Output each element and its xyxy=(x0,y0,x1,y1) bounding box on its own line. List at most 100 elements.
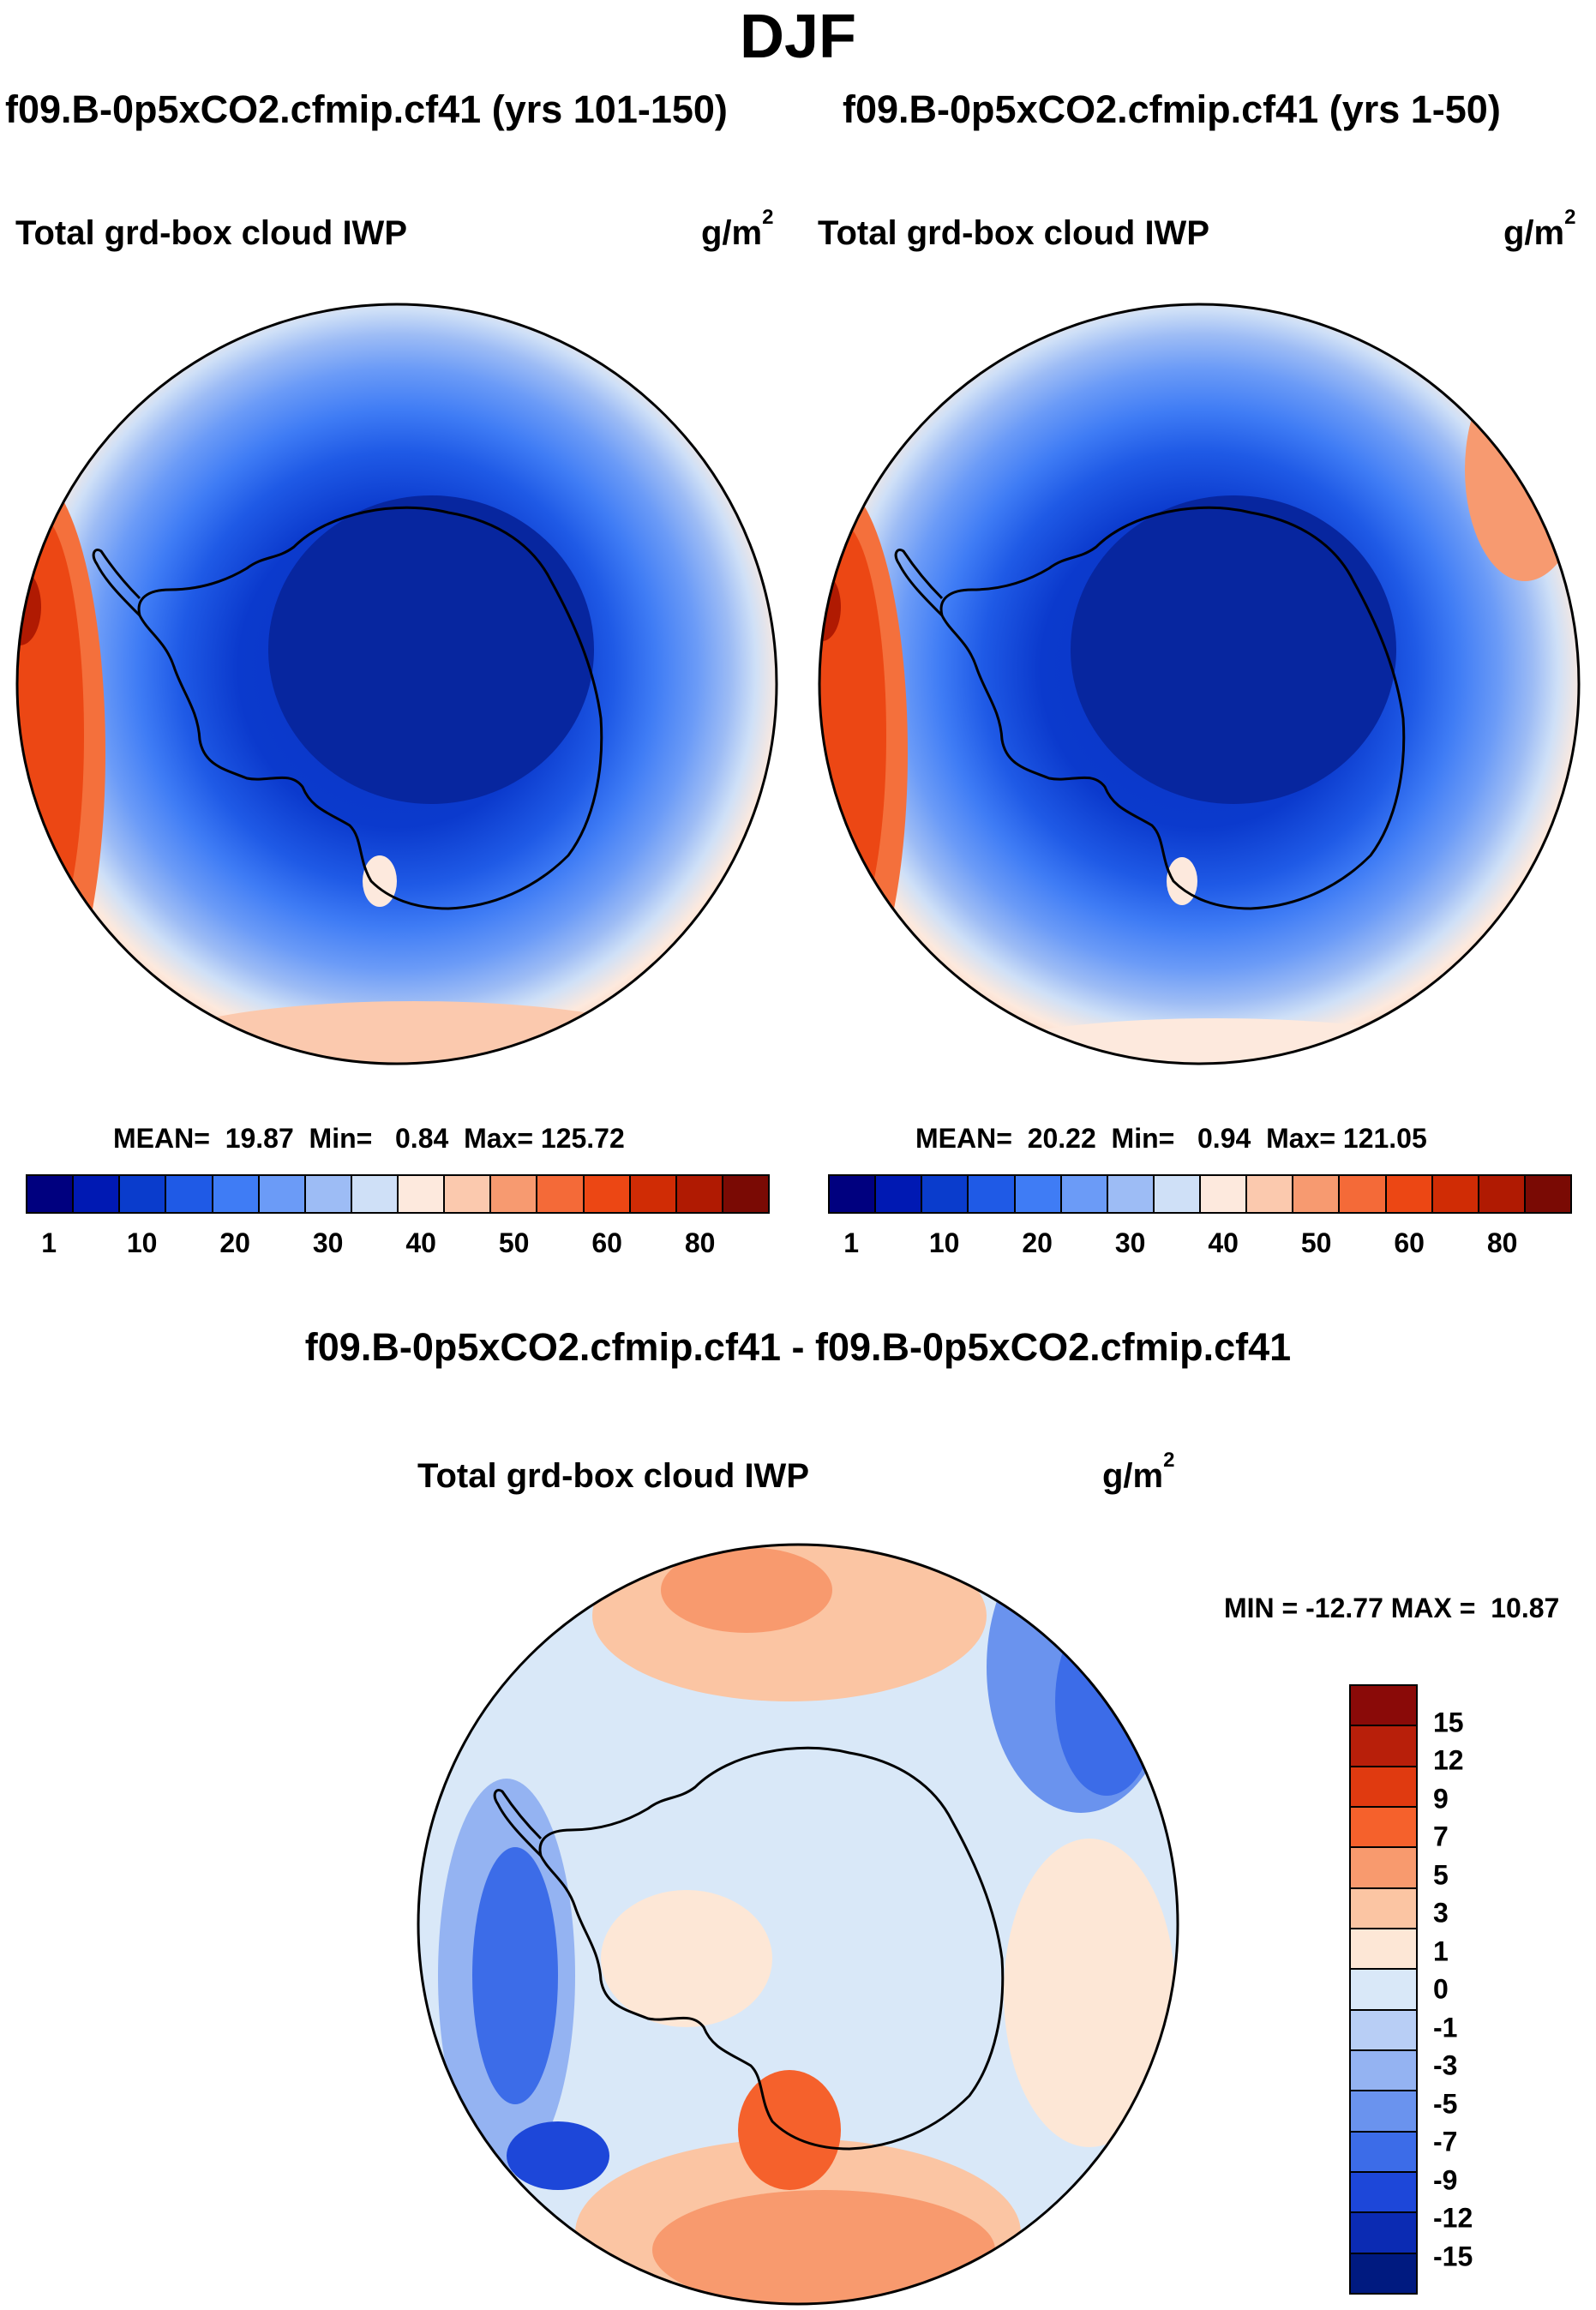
panel2-colorbar-swatch xyxy=(1340,1176,1387,1212)
difference-colorbar-swatch xyxy=(1351,2132,1416,2173)
panel2-colorbar-swatch xyxy=(1201,1176,1248,1212)
panel1-colorbar-swatch xyxy=(166,1176,213,1212)
panel1-colorbar-swatch xyxy=(723,1176,768,1212)
difference-colorbar-tick-label: 3 xyxy=(1433,1897,1449,1929)
difference-colorbar-swatch xyxy=(1351,1929,1416,1971)
panel2-max: Max= 121.05 xyxy=(1266,1123,1427,1154)
difference-colorbar-swatch xyxy=(1351,1970,1416,2011)
panel1-colorbar-swatch xyxy=(584,1176,631,1212)
difference-map xyxy=(417,1543,1179,2306)
difference-title: f09.B-0p5xCO2.cfmip.cf41 - f09.B-0p5xCO2… xyxy=(304,1325,1292,1369)
panel2-colorbar-tick-label: 80 xyxy=(1486,1227,1518,1258)
panel2-min: Min= 0.94 xyxy=(1111,1123,1251,1154)
panel2-colorbar-swatch xyxy=(876,1176,923,1212)
panel2-colorbar xyxy=(828,1174,1572,1214)
panel2-map xyxy=(818,303,1581,1065)
difference-colorbar-swatch xyxy=(1351,1726,1416,1767)
difference-colorbar-swatch xyxy=(1351,2010,1416,2051)
panel1-colorbar-tick-label: 50 xyxy=(498,1227,530,1258)
panel1-colorbar-tick-label: 1 xyxy=(41,1227,57,1258)
panel2-colorbar-swatch xyxy=(922,1176,969,1212)
panel1-colorbar-tick-label: 80 xyxy=(684,1227,716,1258)
panel2-colorbar-swatch xyxy=(1107,1176,1155,1212)
figure-title: DJF xyxy=(739,3,857,71)
difference-colorbar-swatch xyxy=(1351,2213,1416,2254)
difference-colorbar-tick-label: -7 xyxy=(1433,2126,1458,2157)
difference-colorbar-tick-label: 7 xyxy=(1433,1821,1449,1852)
panel2-colorbar-swatch xyxy=(1247,1176,1294,1212)
panel2-colorbar-swatch xyxy=(830,1176,877,1212)
panel2-colorbar-swatch xyxy=(1015,1176,1062,1212)
panel1-colorbar-swatch xyxy=(537,1176,585,1212)
panel2-colorbar-swatch xyxy=(1154,1176,1201,1212)
difference-minmax: MIN = -12.77 MAX = 10.87 xyxy=(1224,1593,1560,1623)
difference-colorbar-swatch xyxy=(1351,1807,1416,1849)
panel2-colorbar-swatch xyxy=(969,1176,1016,1212)
panel2-colorbar-tick-label: 20 xyxy=(1022,1227,1053,1258)
panel1-colorbar-swatch xyxy=(120,1176,167,1212)
panel1-colorbar-swatch xyxy=(305,1176,352,1212)
panel2-colorbar-swatch xyxy=(1432,1176,1479,1212)
difference-colorbar xyxy=(1349,1684,1418,2295)
difference-colorbar-swatch xyxy=(1351,1767,1416,1808)
panel1-stats: MEAN= 19.87 Min= 0.84 Max= 125.72 xyxy=(113,1123,625,1155)
panel1-case-label: f09.B-0p5xCO2.cfmip.cf41 (yrs 101-150) xyxy=(5,87,728,131)
panel1-colorbar-tick-label: 10 xyxy=(126,1227,158,1258)
panel2-colorbar-swatch xyxy=(1293,1176,1341,1212)
panel1-max: Max= 125.72 xyxy=(464,1123,625,1154)
panel1-colorbar-swatch xyxy=(676,1176,723,1212)
panel1-colorbar-tick-label: 30 xyxy=(312,1227,344,1258)
difference-colorbar-tick-label: -15 xyxy=(1433,2241,1473,2271)
panel1-colorbar xyxy=(26,1174,770,1214)
panel2-colorbar-swatch xyxy=(1386,1176,1433,1212)
panel1-colorbar-swatch xyxy=(351,1176,399,1212)
difference-colorbar-swatch xyxy=(1351,1848,1416,1889)
panel1-colorbar-swatch xyxy=(259,1176,306,1212)
panel1-colorbar-tick-label: 20 xyxy=(219,1227,250,1258)
panel2-colorbar-swatch xyxy=(1525,1176,1570,1212)
difference-units: g/m2 xyxy=(1102,1449,1175,1496)
difference-colorbar-tick-label: 15 xyxy=(1433,1707,1464,1737)
panel2-colorbar-tick-label: 60 xyxy=(1394,1227,1425,1258)
difference-colorbar-tick-label: -5 xyxy=(1433,2088,1458,2119)
panel1-min: Min= 0.84 xyxy=(309,1123,449,1154)
panel2-colorbar-swatch xyxy=(1061,1176,1108,1212)
panel2-units: g/m2 xyxy=(1503,206,1576,253)
panel1-colorbar-swatch xyxy=(399,1176,446,1212)
difference-colorbar-tick-label: -9 xyxy=(1433,2164,1458,2195)
difference-colorbar-swatch xyxy=(1351,1686,1416,1727)
difference-colorbar-tick-label: -3 xyxy=(1433,2049,1458,2081)
panel2-variable: Total grd-box cloud IWP xyxy=(818,214,1209,252)
difference-colorbar-tick-label: 12 xyxy=(1433,1744,1464,1776)
difference-colorbar-swatch xyxy=(1351,2050,1416,2092)
panel2-mean: MEAN= 20.22 xyxy=(915,1123,1096,1154)
panel2-colorbar-tick-label: 1 xyxy=(843,1227,860,1258)
panel1-colorbar-swatch xyxy=(491,1176,538,1212)
difference-colorbar-swatch xyxy=(1351,2172,1416,2214)
panel1-colorbar-swatch xyxy=(213,1176,260,1212)
difference-colorbar-tick-label: -12 xyxy=(1433,2202,1473,2234)
panel1-mean: MEAN= 19.87 xyxy=(113,1123,294,1154)
difference-colorbar-swatch xyxy=(1351,1888,1416,1929)
panel2-colorbar-tick-label: 30 xyxy=(1114,1227,1146,1258)
panel2-colorbar-tick-label: 40 xyxy=(1208,1227,1239,1258)
difference-colorbar-tick-label: 5 xyxy=(1433,1859,1449,1890)
panel2-colorbar-tick-label: 50 xyxy=(1300,1227,1332,1258)
panel1-map xyxy=(15,303,778,1065)
difference-colorbar-labels: 15 12 9 7 5 3 1 0 -1 -3 -5 -7 -9 -12 -15 xyxy=(1433,1684,1536,2295)
panel1-colorbar-swatch xyxy=(630,1176,677,1212)
panel1-colorbar-tick-label: 60 xyxy=(591,1227,622,1258)
panel1-colorbar-swatch xyxy=(445,1176,492,1212)
panel2-case-label: f09.B-0p5xCO2.cfmip.cf41 (yrs 1-50) xyxy=(843,87,1501,131)
difference-colorbar-tick-label: 0 xyxy=(1433,1973,1449,2005)
difference-colorbar-tick-label: -1 xyxy=(1433,2012,1458,2043)
panel2-colorbar-swatch xyxy=(1479,1176,1526,1212)
panel1-colorbar-tick-label: 40 xyxy=(405,1227,436,1258)
difference-colorbar-swatch xyxy=(1351,2253,1416,2293)
difference-variable: Total grd-box cloud IWP xyxy=(417,1457,809,1495)
panel2-colorbar-tick-label: 10 xyxy=(928,1227,960,1258)
panel2-stats: MEAN= 20.22 Min= 0.94 Max= 121.05 xyxy=(915,1123,1427,1155)
difference-colorbar-swatch xyxy=(1351,2091,1416,2133)
panel2-colorbar-labels: 1 10 20 30 40 50 60 80 xyxy=(828,1227,1572,1262)
difference-colorbar-tick-label: 1 xyxy=(1433,1935,1449,1966)
